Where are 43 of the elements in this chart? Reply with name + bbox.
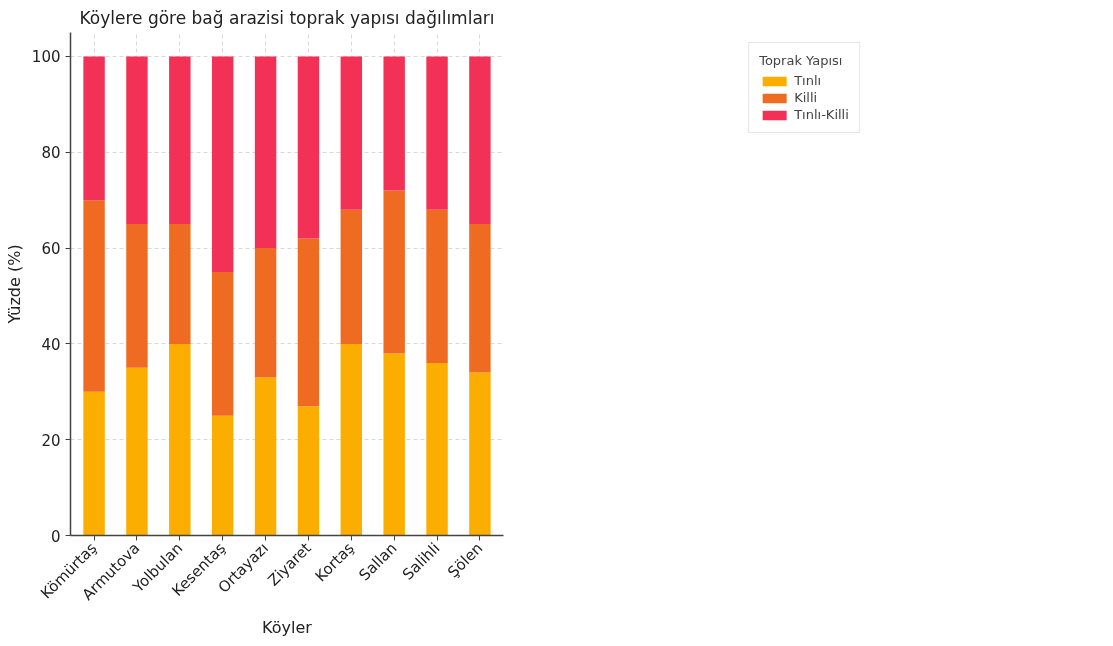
y-tick-label: 100 — [31, 48, 61, 67]
bar — [297, 406, 320, 536]
legend-label: Tınlı-Killi — [794, 107, 849, 122]
legend-label: Tınlı — [794, 73, 822, 88]
bar — [469, 224, 491, 373]
bar — [297, 56, 320, 239]
bar — [83, 391, 105, 536]
y-tick-label: 40 — [41, 335, 61, 354]
bar — [340, 343, 363, 536]
bar — [469, 372, 491, 536]
bar — [469, 56, 491, 225]
bar — [83, 200, 105, 392]
legend-title: Toprak Yapısı — [759, 53, 844, 68]
bar — [126, 224, 148, 368]
bar — [297, 238, 320, 407]
bar — [83, 56, 105, 201]
bar — [340, 56, 363, 210]
bar — [126, 56, 148, 225]
y-axis-title: Yüzde (%) — [4, 244, 24, 325]
bar — [340, 209, 363, 344]
bar — [211, 272, 234, 416]
y-tick-label: 60 — [41, 240, 61, 259]
bar — [254, 56, 277, 249]
legend-label: Killi — [794, 90, 818, 105]
bar — [254, 377, 277, 536]
bar — [211, 415, 234, 536]
bar — [426, 56, 448, 210]
bar — [169, 343, 191, 536]
bar — [383, 190, 405, 354]
bar — [169, 224, 191, 344]
bar — [426, 363, 448, 536]
bar — [254, 248, 277, 378]
bar — [211, 56, 234, 273]
bar — [383, 56, 405, 191]
bar — [383, 353, 405, 536]
bar — [126, 367, 148, 536]
y-tick-label: 80 — [41, 144, 61, 163]
bar — [169, 56, 191, 225]
y-tick-label: 20 — [41, 431, 61, 450]
bar — [426, 209, 448, 364]
chart-title: Köylere göre bağ arazisi toprak yapısı dağılımları — [79, 7, 495, 28]
y-tick-label: 0 — [50, 527, 61, 546]
x-axis-title: Köyler — [262, 618, 313, 638]
